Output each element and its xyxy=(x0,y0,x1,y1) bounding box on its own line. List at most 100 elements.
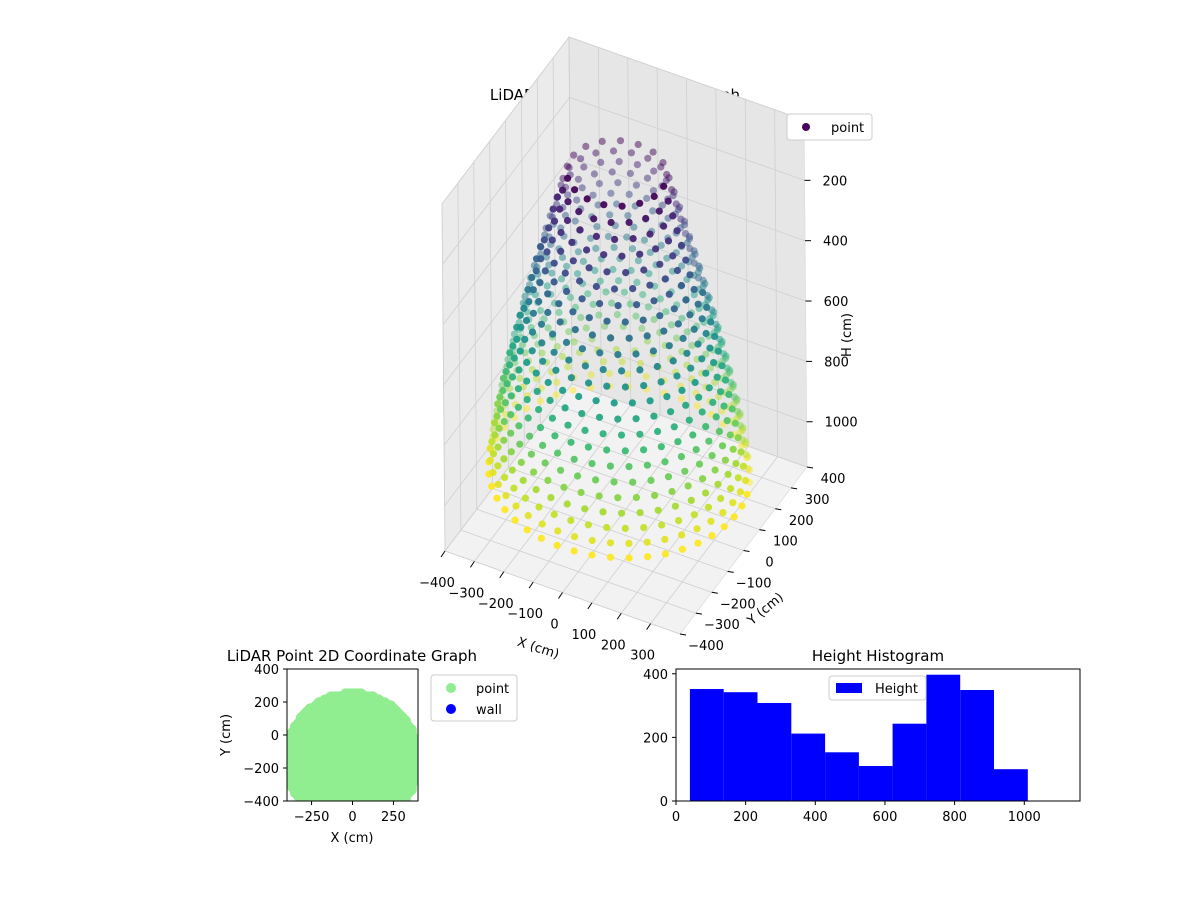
chart-3d-point xyxy=(729,445,737,453)
chart-3d-point xyxy=(582,324,590,332)
chart-3d-point xyxy=(564,198,572,206)
chart-3d-point xyxy=(682,401,690,409)
chart-3d-ytick-mark xyxy=(806,466,814,469)
chart-3d-point xyxy=(532,267,540,275)
chart-3d-point xyxy=(643,332,651,340)
chart-3d-point xyxy=(599,508,607,516)
chart-3d-point xyxy=(600,201,608,209)
chart-2d-points xyxy=(287,688,418,801)
chart-3d-point xyxy=(519,341,527,349)
chart-3d-legend-label-point: point xyxy=(831,121,864,136)
chart-3d-point xyxy=(689,431,697,439)
chart-3d-point xyxy=(578,410,586,418)
chart-3d-point xyxy=(698,355,706,363)
chart-3d-zlabel: H (cm) xyxy=(840,313,855,357)
chart-3d-point xyxy=(581,362,590,370)
chart-3d-point xyxy=(520,304,528,312)
chart-3d-ytick-mark xyxy=(791,487,798,490)
chart-3d-point xyxy=(714,480,722,488)
chart-3d-point xyxy=(565,328,573,336)
chart-3d-point xyxy=(698,315,706,323)
chart-3d-point xyxy=(690,259,698,267)
chart-3d-ztick-label: 400 xyxy=(823,235,848,250)
chart-3d-point xyxy=(694,274,703,282)
chart-3d-point xyxy=(535,406,543,414)
chart-3d-point xyxy=(536,397,545,405)
chart-3d-point xyxy=(721,376,730,384)
chart-3d-grid-back-x xyxy=(774,109,779,457)
chart-3d-point xyxy=(522,405,531,413)
histogram-bar xyxy=(858,766,893,801)
chart-3d-point xyxy=(603,382,611,390)
chart-3d-point xyxy=(621,524,629,533)
chart-3d-point xyxy=(636,366,644,374)
chart-3d-point xyxy=(525,298,533,306)
chart-3d-point xyxy=(537,320,546,328)
chart-3d-point xyxy=(494,480,502,488)
chart-3d-point xyxy=(546,396,554,404)
chart-3d-point xyxy=(574,248,583,256)
chart-3d-grid-left-h xyxy=(441,36,570,205)
histogram-bars xyxy=(689,674,1028,801)
chart-3d-point xyxy=(584,443,593,451)
chart-3d-point xyxy=(528,347,536,355)
chart-3d-point xyxy=(566,293,575,302)
chart-3d-point xyxy=(709,398,717,406)
chart-2d-ylabel: Y (cm) xyxy=(219,714,234,757)
chart-3d-xtick-label: 300 xyxy=(630,649,655,664)
chart-3d-grid-back-x xyxy=(744,99,749,447)
chart-3d-point xyxy=(602,288,610,296)
chart-3d-point xyxy=(717,388,725,396)
histogram-bar xyxy=(689,689,724,801)
chart-3d-point xyxy=(684,482,692,490)
chart-3d-point xyxy=(665,342,673,350)
chart-3d-point xyxy=(588,536,596,545)
chart-3d-point xyxy=(564,174,572,182)
chart-3d-point xyxy=(519,299,527,307)
chart-3d-point xyxy=(507,392,515,400)
chart-3d-point xyxy=(571,326,579,334)
histogram-ytick-label: 400 xyxy=(643,668,668,683)
chart-3d-point xyxy=(578,184,586,192)
chart-3d-point xyxy=(497,405,505,413)
chart-3d-point xyxy=(710,359,718,367)
chart-3d-point xyxy=(543,248,551,256)
chart-3d-point xyxy=(555,300,563,308)
chart-3d-point xyxy=(523,358,531,367)
chart-3d-point xyxy=(607,189,615,197)
chart-3d-point xyxy=(523,396,531,404)
chart-3d-point xyxy=(599,358,608,366)
chart-3d-point xyxy=(625,463,633,471)
chart-3d-point xyxy=(544,476,552,484)
chart-3d-point xyxy=(705,437,713,445)
chart-3d-point xyxy=(706,344,714,352)
chart-3d-point xyxy=(552,391,560,399)
chart-3d-point xyxy=(627,266,635,275)
chart-3d-point xyxy=(673,227,681,235)
chart-3d-point xyxy=(650,167,658,175)
chart-3d-point xyxy=(549,205,557,213)
chart-3d-point xyxy=(649,187,658,195)
chart-3d-ztick-label: 200 xyxy=(823,174,848,189)
chart-3d-point xyxy=(543,282,551,290)
chart-3d-point xyxy=(537,534,546,542)
chart-3d-point xyxy=(590,170,599,178)
chart-3d-grid-left-h xyxy=(444,338,572,506)
histogram: Height Histogram 0 200 400 600 800 1000 0 200 40… xyxy=(643,647,1081,825)
chart-2d-point xyxy=(404,724,417,736)
chart-3d-point xyxy=(664,197,672,205)
chart-3d-point xyxy=(561,404,569,412)
chart-3d-point xyxy=(723,417,731,425)
chart-3d-point xyxy=(553,378,561,386)
chart-3d-grid-left-y xyxy=(568,36,573,385)
chart-3d-point xyxy=(634,140,642,149)
chart-3d-point xyxy=(563,262,571,270)
chart-3d-point xyxy=(661,275,669,283)
chart-3d-point xyxy=(553,193,562,201)
chart-3d-point xyxy=(621,318,629,326)
chart-3d-point xyxy=(507,411,515,419)
chart-3d-point xyxy=(536,243,545,251)
chart-3d-point xyxy=(644,303,653,311)
chart-3d-point xyxy=(550,510,558,518)
chart-3d-point xyxy=(669,212,677,220)
